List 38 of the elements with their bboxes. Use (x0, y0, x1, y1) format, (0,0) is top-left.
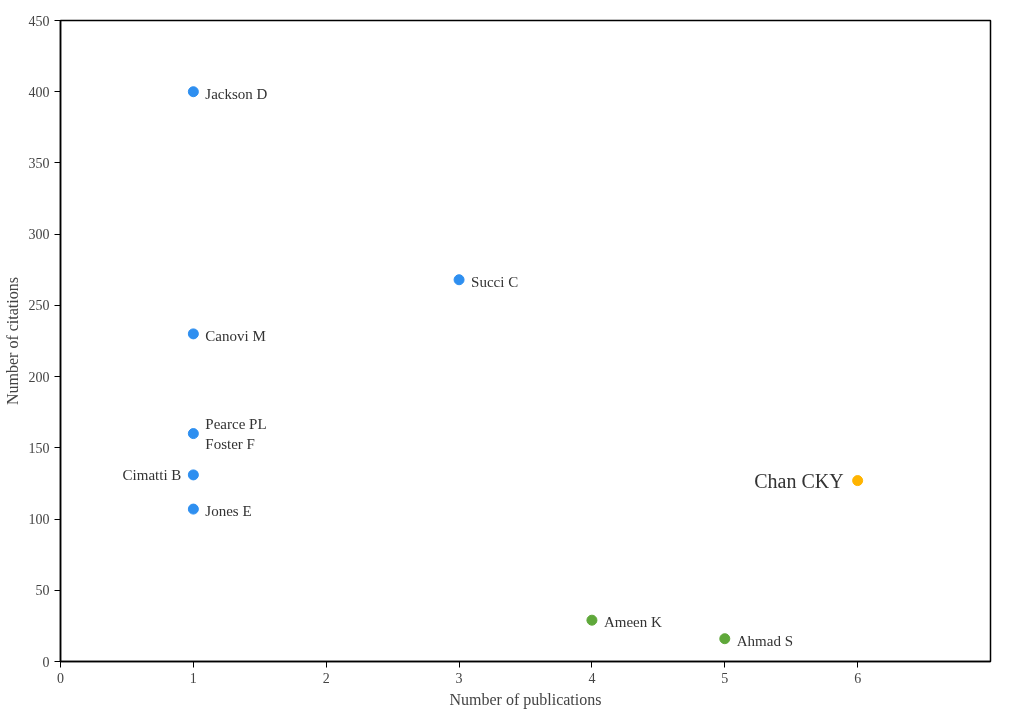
x-tick-label: 0 (57, 670, 64, 686)
y-tick-label: 150 (28, 440, 50, 456)
y-tick-label: 300 (28, 227, 50, 243)
annotation: Chan CKY (754, 469, 844, 492)
point (187, 469, 199, 481)
point (187, 503, 199, 515)
x-tick-label: 5 (721, 670, 729, 686)
point (719, 633, 731, 645)
y-tick-label: 400 (28, 84, 50, 100)
y-axis-title: Number of citations (3, 277, 21, 405)
point (187, 328, 199, 340)
point (187, 428, 199, 440)
y-tick-label: 50 (35, 583, 50, 599)
x-tick-label: 2 (322, 670, 330, 686)
point (586, 614, 598, 626)
annotation: Canovi M (205, 327, 266, 344)
annotation: Ameen K (603, 614, 662, 631)
annotation: Cimatti B (122, 466, 182, 483)
x-tick-label: 1 (189, 670, 197, 686)
x-axis-title: Number of publications (449, 690, 602, 709)
y-tick-label: 0 (42, 654, 50, 670)
y-tick-label: 200 (28, 369, 50, 385)
annotation: Foster F (205, 435, 255, 452)
y-tick-label: 450 (28, 13, 50, 29)
point (453, 274, 465, 286)
y-tick-label: 100 (28, 512, 50, 528)
annotation: Jones E (205, 503, 252, 520)
x-tick-label: 3 (455, 670, 463, 686)
y-tick-label: 250 (28, 298, 50, 314)
point (852, 475, 864, 487)
annotation: Succi C (471, 273, 519, 290)
annotation: Ahmad S (736, 632, 794, 649)
point (187, 86, 199, 98)
y-tick-label: 350 (28, 155, 50, 171)
x-tick-label: 4 (588, 670, 596, 686)
annotation: Pearce PL (205, 415, 267, 432)
annotation: Jackson D (205, 85, 268, 102)
x-tick-label: 6 (854, 670, 862, 686)
